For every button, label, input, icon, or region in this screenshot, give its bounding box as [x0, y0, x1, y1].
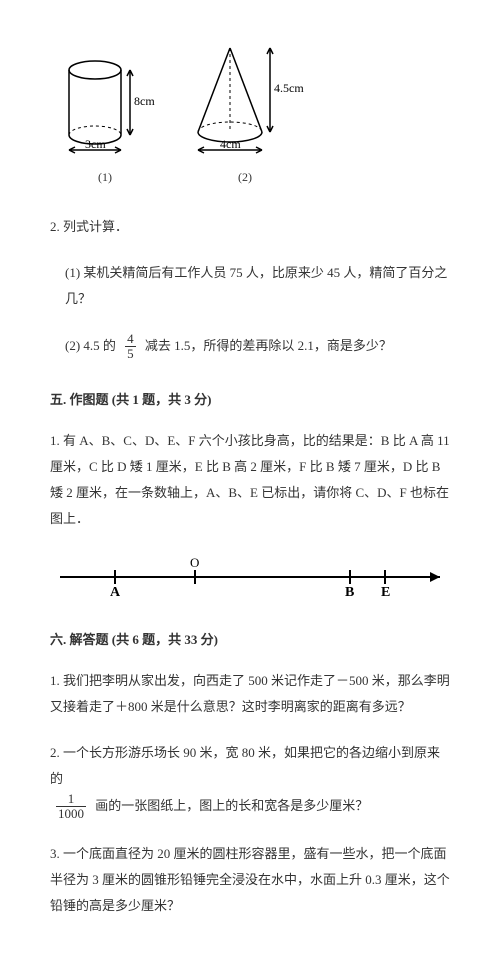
- figure-1: 8cm 3cm (1): [50, 50, 160, 189]
- problem-2-title: 2. 列式计算．: [50, 214, 450, 240]
- fig2-label: (2): [238, 165, 252, 189]
- svg-text:B: B: [345, 585, 354, 600]
- figures-row: 8cm 3cm (1) 4.5cm 4cm (2): [50, 40, 450, 189]
- svg-text:O: O: [190, 555, 199, 570]
- q2-part-a: (2) 4.5 的: [65, 338, 116, 353]
- q2a: 2. 一个长方形游乐场长 90 米，宽 80 米，如果把它的各边缩小到原来的: [50, 745, 440, 786]
- cylinder-svg: 8cm 3cm: [50, 50, 160, 160]
- cylinder-height-label: 8cm: [134, 94, 155, 108]
- section-6-q1: 1. 我们把李明从家出发，向西走了 500 米记作走了－500 米，那么李明又接…: [50, 668, 450, 720]
- svg-text:A: A: [110, 585, 121, 600]
- number-line: O A B E: [50, 552, 450, 602]
- fraction-4-5: 45: [125, 332, 136, 362]
- section-5-title: 五. 作图题 (共 1 题，共 3 分): [50, 387, 450, 413]
- cylinder-width-label: 3cm: [85, 137, 106, 151]
- problem-2-2: (2) 4.5 的 45 减去 1.5，所得的差再除以 2.1，商是多少？: [65, 332, 450, 362]
- section-6-q2: 2. 一个长方形游乐场长 90 米，宽 80 米，如果把它的各边缩小到原来的 1…: [50, 740, 450, 822]
- cone-height-label: 4.5cm: [274, 81, 304, 95]
- problem-2-1: (1) 某机关精简后有工作人员 75 人，比原来少 45 人，精简了百分之几？: [65, 260, 450, 312]
- fraction-1-1000: 11000: [56, 792, 86, 822]
- cone-width-label: 4cm: [220, 137, 241, 151]
- section-5-q1: 1. 有 A、B、C、D、E、F 六个小孩比身高，比的结果是：B 比 A 高 1…: [50, 428, 450, 532]
- q2-part-b: 减去 1.5，所得的差再除以 2.1，商是多少？: [145, 338, 392, 353]
- q2b: 画的一张图纸上，图上的长和宽各是多少厘米？: [95, 797, 368, 812]
- svg-text:E: E: [381, 585, 390, 600]
- fig1-label: (1): [98, 165, 112, 189]
- section-6-q3: 3. 一个底面直径为 20 厘米的圆柱形容器里，盛有一些水，把一个底面半径为 3…: [50, 841, 450, 919]
- figure-2: 4.5cm 4cm (2): [180, 40, 310, 189]
- section-6-title: 六. 解答题 (共 6 题，共 33 分): [50, 627, 450, 653]
- cone-svg: 4.5cm 4cm: [180, 40, 310, 160]
